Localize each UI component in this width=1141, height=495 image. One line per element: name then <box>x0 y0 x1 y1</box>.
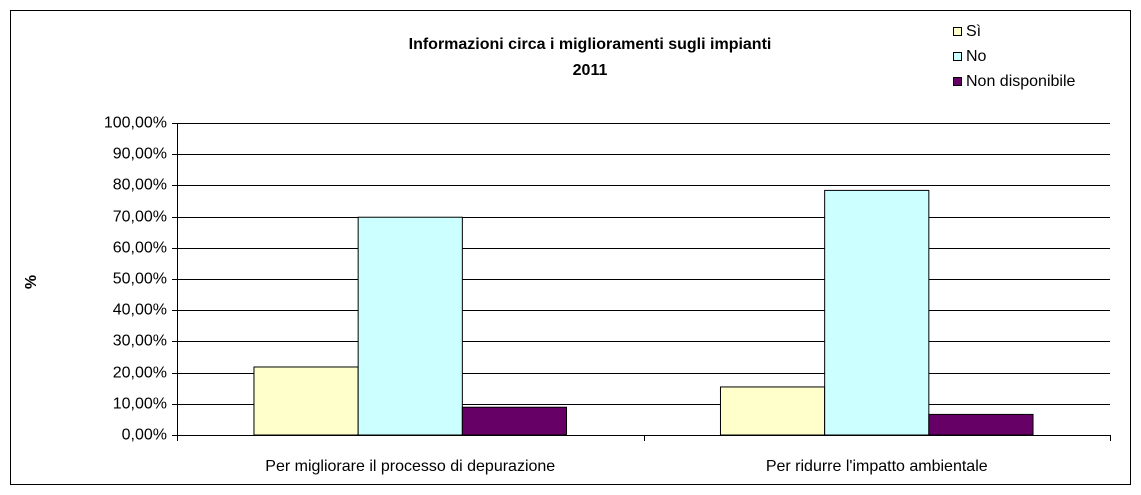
bar <box>719 386 826 436</box>
y-tick-label: 30,00% <box>113 333 167 350</box>
y-tick-label: 20,00% <box>113 365 167 382</box>
chart-subtitle: 2011 <box>573 62 608 79</box>
y-tick-label: 90,00% <box>113 146 167 163</box>
bar <box>357 216 463 436</box>
y-tick-label: 70,00% <box>113 209 167 226</box>
chart-border <box>10 10 1131 485</box>
y-tick-label: 10,00% <box>113 396 167 413</box>
legend-label: Sì <box>966 23 981 40</box>
bar <box>928 413 1034 436</box>
legend-swatch <box>953 27 962 36</box>
bar <box>824 189 930 436</box>
y-tick-label: 80,00% <box>113 177 167 194</box>
x-tick-label: Per migliorare il processo di depurazion… <box>265 458 555 475</box>
chart-title: Informazioni circa i miglioramenti sugli… <box>409 36 772 53</box>
bar <box>253 366 359 436</box>
x-tick-label: Per ridurre l'impatto ambientale <box>766 458 988 475</box>
y-tick-label: 60,00% <box>113 240 167 257</box>
y-tick-label: 50,00% <box>113 271 167 288</box>
y-tick-label: 0,00% <box>122 427 167 444</box>
legend-label: No <box>966 48 987 65</box>
bar <box>461 406 568 436</box>
y-tick-label: 40,00% <box>113 302 167 319</box>
y-tick-label: 100,00% <box>104 115 167 132</box>
legend-label: Non disponibile <box>966 73 1076 90</box>
y-axis-label: % <box>23 275 40 289</box>
legend-swatch <box>953 52 962 61</box>
legend-swatch <box>953 77 962 86</box>
